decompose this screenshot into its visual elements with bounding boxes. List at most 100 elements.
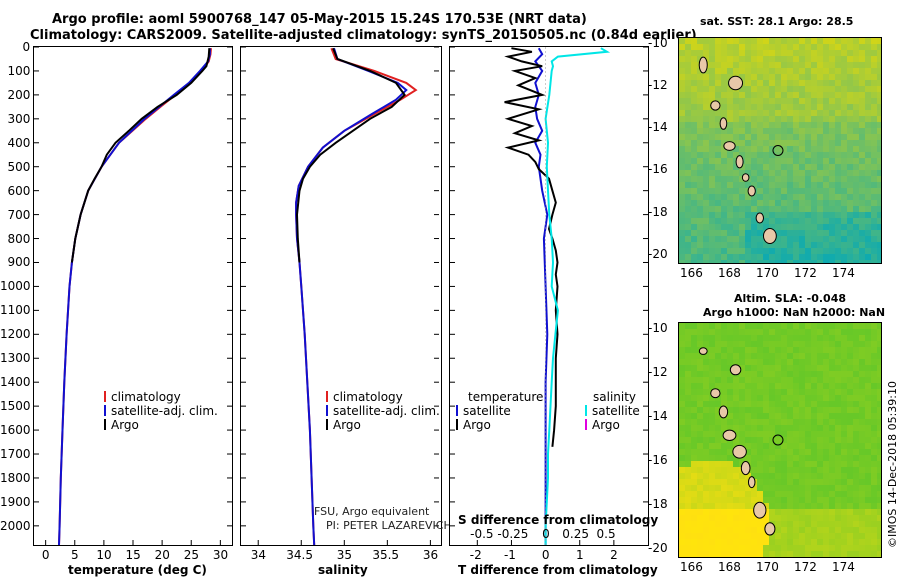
map-cell — [859, 359, 865, 365]
top-tick-label: -0.25 — [497, 527, 529, 541]
map-cell — [745, 170, 751, 176]
map-cell — [739, 152, 745, 158]
map-cell — [829, 419, 835, 425]
map-cell — [835, 353, 841, 359]
map-cell — [847, 98, 853, 104]
map-cell — [781, 56, 787, 62]
map-cell — [835, 212, 841, 218]
map-cell — [697, 128, 703, 134]
map-cell — [793, 431, 799, 437]
map-cell — [691, 359, 697, 365]
map-cell — [817, 431, 823, 437]
map-cell — [859, 152, 865, 158]
map-cell — [823, 146, 829, 152]
map-cell — [793, 467, 799, 473]
map-cell — [817, 38, 823, 44]
map-cell — [751, 323, 757, 329]
map-cell — [763, 371, 769, 377]
map-cell — [787, 503, 793, 509]
map-cell — [685, 527, 691, 533]
salinity-plot — [241, 46, 439, 546]
map-cell — [877, 455, 881, 461]
map-cell — [721, 152, 727, 158]
map-cell — [823, 521, 829, 527]
map-cell — [871, 347, 877, 353]
map-cell — [817, 128, 823, 134]
map-cell — [697, 44, 703, 50]
map-cell — [799, 479, 805, 485]
map-cell — [823, 443, 829, 449]
map-cell — [835, 515, 841, 521]
map-cell — [757, 401, 763, 407]
map-cell — [745, 110, 751, 116]
map-cell — [769, 170, 775, 176]
sst-map-title: sat. SST: 28.1 Argo: 28.5 — [700, 15, 854, 28]
map-cell — [727, 182, 733, 188]
map-cell — [847, 68, 853, 74]
map-cell — [871, 116, 877, 122]
map-cell — [847, 80, 853, 86]
map-cell — [817, 509, 823, 515]
map-cell — [727, 485, 733, 491]
map-cell — [691, 236, 697, 242]
map-cell — [829, 365, 835, 371]
map-cell — [847, 419, 853, 425]
map-cell — [865, 98, 871, 104]
note-line1: FSU, Argo equivalent — [314, 505, 430, 518]
map-cell — [847, 122, 853, 128]
map-cell — [775, 347, 781, 353]
map-cell — [829, 401, 835, 407]
map-cell — [745, 527, 751, 533]
depth-tick-label: 2000 — [0, 518, 31, 533]
map-cell — [751, 128, 757, 134]
map-cell — [805, 158, 811, 164]
map-cell — [853, 437, 859, 443]
map-cell — [727, 323, 733, 329]
map-cell — [715, 509, 721, 515]
map-cell — [817, 413, 823, 419]
map-cell — [829, 473, 835, 479]
map-cell — [841, 467, 847, 473]
map-cell — [811, 401, 817, 407]
legend-swatch — [585, 405, 587, 416]
legend-heading: temperature — [468, 390, 544, 404]
map-cell — [853, 521, 859, 527]
map-cell — [865, 80, 871, 86]
map-cell — [739, 341, 745, 347]
map-cell — [679, 419, 685, 425]
map-cell — [775, 254, 781, 260]
map-cell — [691, 539, 697, 545]
map-cell — [841, 236, 847, 242]
map-cell — [763, 116, 769, 122]
map-cell — [859, 539, 865, 545]
map-cell — [775, 449, 781, 455]
map-cell — [877, 509, 881, 515]
map-cell — [691, 443, 697, 449]
map-cell — [781, 347, 787, 353]
map-cell — [763, 491, 769, 497]
map-cell — [799, 38, 805, 44]
map-cell — [847, 437, 853, 443]
map-cell — [679, 182, 685, 188]
map-cell — [709, 164, 715, 170]
map-cell — [787, 62, 793, 68]
map-cell — [853, 92, 859, 98]
depth-tick-label: 0 — [22, 40, 31, 54]
map-cell — [853, 200, 859, 206]
map-cell — [751, 200, 757, 206]
map-cell — [811, 347, 817, 353]
island-shape — [763, 228, 777, 244]
map-cell — [817, 329, 823, 335]
map-cell — [871, 80, 877, 86]
map-cell — [841, 431, 847, 437]
map-cell — [847, 116, 853, 122]
map-cell — [841, 413, 847, 419]
map-cell — [769, 323, 775, 329]
map-cell — [877, 224, 881, 230]
map-cell — [775, 38, 781, 44]
map-cell — [787, 467, 793, 473]
map-cell — [697, 479, 703, 485]
map-cell — [757, 341, 763, 347]
map-cell — [763, 158, 769, 164]
map-cell — [721, 92, 727, 98]
